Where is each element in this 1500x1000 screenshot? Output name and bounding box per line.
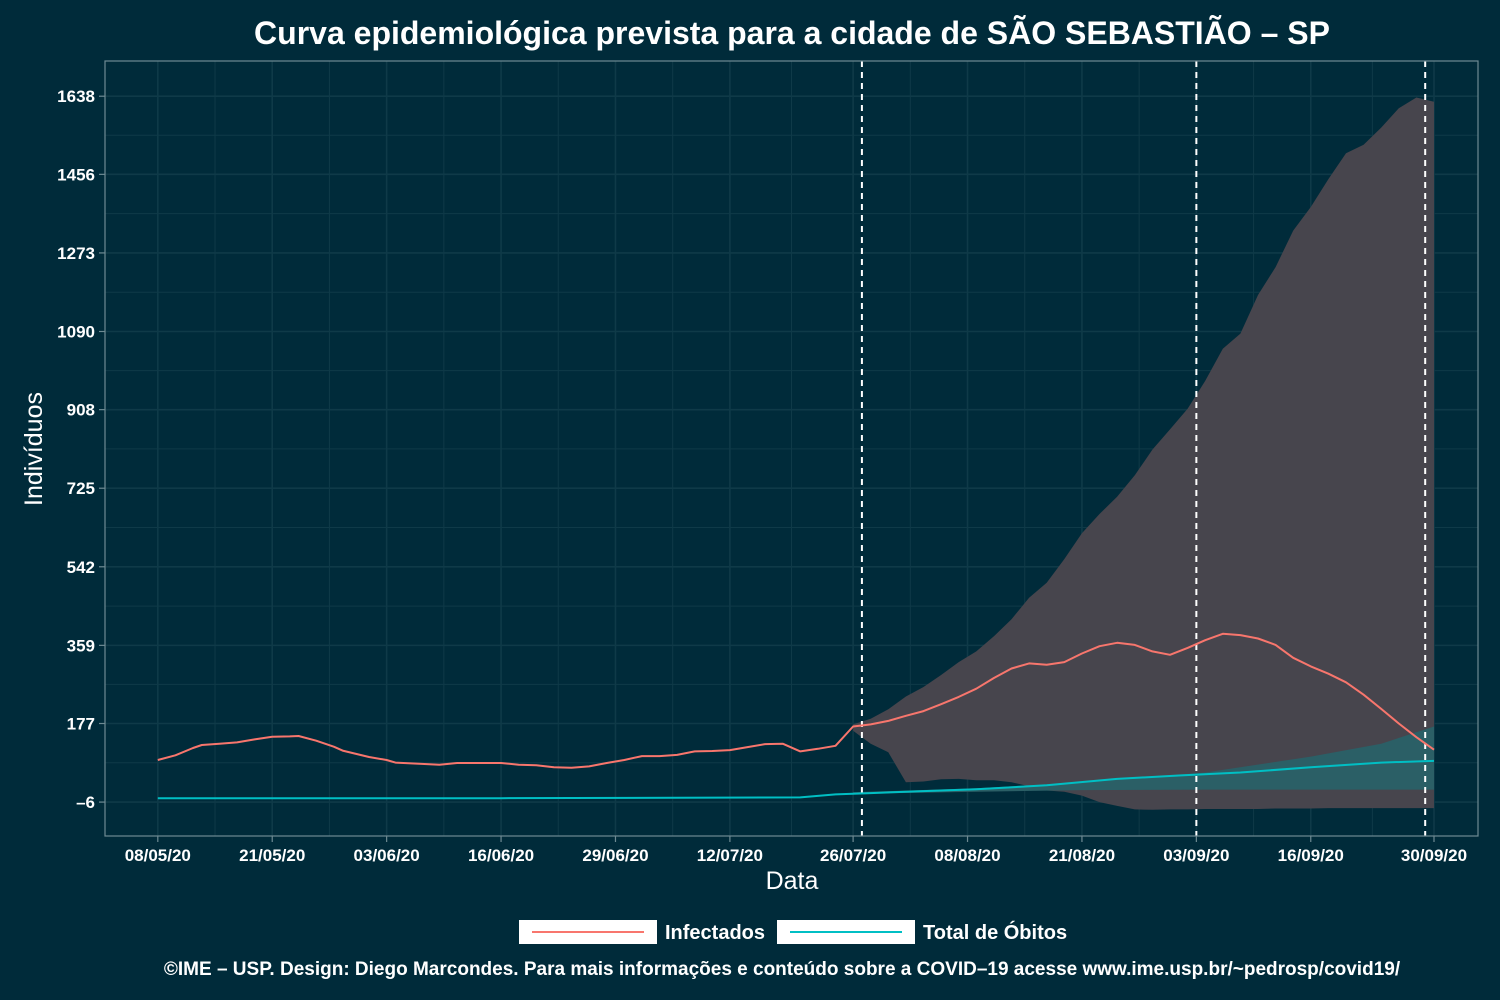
x-tick-label: 16/09/20 (1278, 846, 1344, 865)
legend: Infectados Total de Óbitos (519, 920, 1067, 944)
x-axis-label: Data (766, 867, 819, 895)
x-tick-label: 29/06/20 (582, 846, 648, 865)
reference-lines (860, 61, 1427, 836)
x-tick-label: 08/05/20 (125, 846, 191, 865)
x-tick-label: 26/07/20 (820, 846, 886, 865)
y-tick-label: 359 (67, 636, 95, 655)
x-tick-label: 21/08/20 (1049, 846, 1115, 865)
x-axis: 08/05/20 21/05/20 03/06/20 16/06/20 29/06/20… (125, 836, 1467, 865)
y-axis-label: Indivíduos (20, 392, 48, 506)
legend-label-infectados: Infectados (665, 922, 765, 944)
panel-border (104, 60, 1479, 837)
x-tick-label: 03/09/20 (1163, 846, 1229, 865)
y-tick-label: 908 (67, 401, 95, 420)
y-axis: –6 177 359 542 725 908 1090 1273 1456 1638 (57, 87, 105, 812)
x-tick-label: 12/07/20 (697, 846, 763, 865)
y-tick-label: 1273 (57, 244, 95, 263)
y-tick-label: 177 (67, 715, 95, 734)
y-tick-label: 1090 (57, 322, 95, 341)
band-infectados (853, 97, 1434, 810)
chart-title: Curva epidemiológica prevista para a cid… (254, 15, 1330, 51)
x-tick-label: 16/06/20 (468, 846, 534, 865)
x-tick-label: 03/06/20 (354, 846, 420, 865)
y-tick-label: 725 (67, 479, 95, 498)
y-tick-label: 1638 (57, 87, 95, 106)
x-tick-label: 08/08/20 (934, 846, 1000, 865)
series-line-infectados (157, 632, 1435, 769)
x-tick-label: 30/09/20 (1401, 846, 1467, 865)
y-tick-label: 542 (67, 558, 95, 577)
band-obitos (853, 726, 1434, 794)
y-tick-label: –6 (76, 793, 95, 812)
footer-credit: ©IME – USP. Design: Diego Marcondes. Par… (164, 959, 1401, 980)
y-tick-label: 1456 (57, 165, 95, 184)
plot-panel (104, 60, 1479, 837)
series-lines (157, 632, 1435, 800)
confidence-bands (853, 97, 1434, 810)
legend-label-obitos: Total de Óbitos (923, 920, 1067, 944)
series-line-obitos (157, 759, 1435, 800)
x-tick-label: 21/05/20 (239, 846, 305, 865)
